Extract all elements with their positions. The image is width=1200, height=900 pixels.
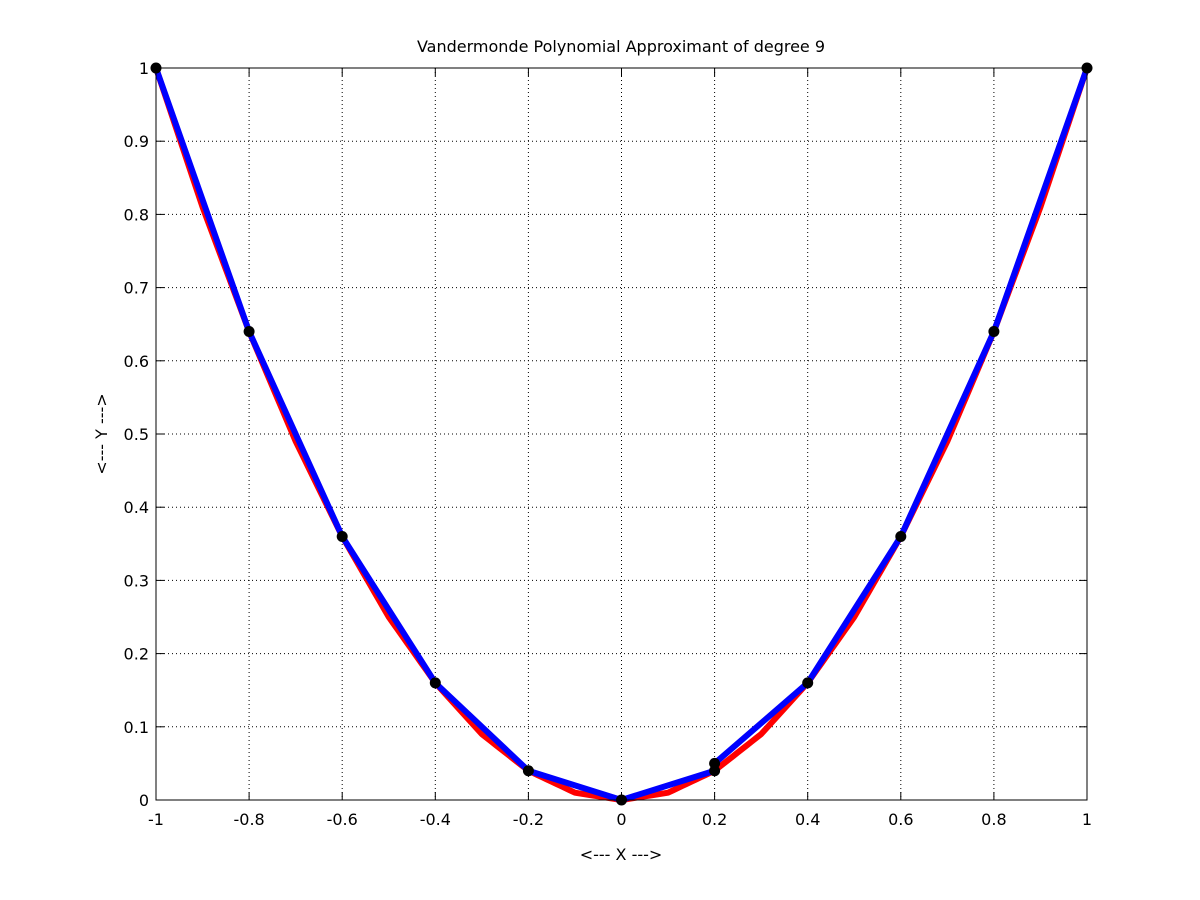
data-point — [336, 530, 348, 542]
y-tick-label: 0.8 — [124, 205, 149, 224]
y-tick-label: 0.4 — [124, 498, 149, 517]
chart-title: Vandermonde Polynomial Approximant of de… — [417, 37, 825, 56]
y-tick-label: 0.7 — [124, 279, 149, 298]
data-point — [802, 677, 814, 689]
y-tick-label: 0.9 — [124, 132, 149, 151]
data-points — [150, 62, 1093, 806]
x-tick-label: -0.2 — [513, 810, 544, 829]
y-tick-label: 0.6 — [124, 352, 149, 371]
data-point — [709, 757, 721, 769]
data-point — [429, 677, 441, 689]
plot-area — [156, 68, 1087, 800]
y-tick-label: 0.1 — [124, 718, 149, 737]
x-tick-labels: -1 -0.8 -0.6 -0.4 -0.2 0 0.2 0.4 0.6 0.8 1 — [148, 810, 1092, 829]
x-tick-label: -0.6 — [327, 810, 358, 829]
data-point — [895, 530, 907, 542]
series-line-blue — [153, 65, 1090, 803]
y-tick-label: 0.3 — [124, 571, 149, 590]
y-tick-label: 0.2 — [124, 645, 149, 664]
x-tick-label: 0.4 — [795, 810, 820, 829]
x-tick-label: -0.8 — [233, 810, 264, 829]
y-tick-label: 0 — [139, 791, 149, 810]
y-axis-label: <--- Y ---> — [92, 393, 111, 474]
x-tick-label: 0.6 — [888, 810, 913, 829]
x-axis-label: <--- X ---> — [580, 845, 663, 864]
data-point — [243, 326, 255, 338]
x-tick-label: 0 — [616, 810, 626, 829]
x-tick-label: 1 — [1082, 810, 1092, 829]
x-tick-label: 0.8 — [981, 810, 1006, 829]
axis-ticks — [155, 67, 1088, 801]
data-point — [522, 765, 534, 777]
y-tick-labels: 0 0.1 0.2 0.3 0.4 0.5 0.6 0.7 0.8 0.9 1 — [124, 59, 149, 810]
x-tick-label: -0.4 — [420, 810, 451, 829]
x-tick-label: 0.2 — [702, 810, 727, 829]
y-tick-label: 1 — [139, 59, 149, 78]
x-tick-label: -1 — [148, 810, 164, 829]
data-point — [988, 326, 1000, 338]
y-tick-label: 0.5 — [124, 425, 149, 444]
